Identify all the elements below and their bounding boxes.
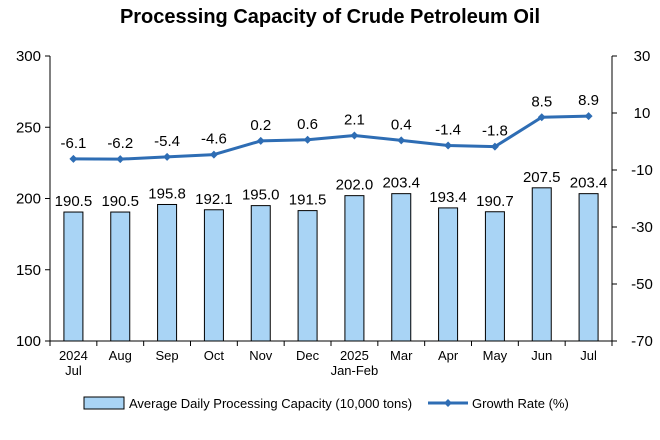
growth-value-label: -4.6 — [201, 131, 227, 148]
bar-value-label: 190.7 — [476, 193, 514, 210]
x-tick-label: Jul — [65, 363, 82, 378]
bar — [344, 195, 365, 342]
bar-value-label: 192.1 — [195, 191, 233, 208]
growth-line — [73, 114, 589, 161]
growth-point — [397, 136, 406, 145]
bar — [157, 203, 178, 342]
growth-value-label: -1.4 — [435, 121, 461, 138]
growth-point — [209, 150, 218, 159]
bar — [391, 193, 412, 342]
x-tick-label: Nov — [249, 348, 273, 363]
growth-value-label: -6.1 — [60, 135, 86, 152]
x-tick-label: 2024 — [59, 348, 88, 363]
x-tick-label: Mar — [390, 348, 413, 363]
x-tick-label: Sep — [156, 348, 179, 363]
growth-point — [69, 154, 78, 163]
growth-value-label: -6.2 — [107, 135, 133, 152]
bar-value-label: 207.5 — [523, 169, 561, 186]
growth-point — [350, 131, 359, 140]
bar — [578, 193, 599, 342]
growth-value-label: 0.2 — [250, 117, 271, 134]
bar-value-label: 190.5 — [101, 193, 139, 210]
x-tick-label: 2025 — [340, 348, 369, 363]
legend-line-label: Growth Rate (%) — [472, 396, 569, 411]
bar — [250, 205, 271, 342]
y-right-tick-label: -10 — [631, 162, 653, 179]
growth-value-label: 8.5 — [531, 93, 552, 110]
growth-value-label: -5.4 — [154, 133, 180, 150]
y-right-tick-label: -30 — [631, 219, 653, 236]
chart-title: Processing Capacity of Crude Petroleum O… — [119, 6, 541, 28]
bar-value-label: 191.5 — [289, 192, 327, 209]
y-right-tick-label: -50 — [631, 276, 653, 293]
growth-value-label: 8.9 — [578, 92, 599, 109]
growth-point — [584, 112, 593, 121]
bar-value-label: 203.4 — [570, 175, 608, 192]
x-tick-label: Oct — [204, 348, 225, 363]
bar — [484, 211, 505, 342]
y-left-tick-label: 300 — [16, 48, 41, 65]
y-left-tick-label: 200 — [16, 191, 41, 208]
growth-value-label: 0.4 — [391, 116, 412, 133]
x-tick-label: Aug — [109, 348, 132, 363]
bar — [63, 211, 84, 342]
growth-point — [444, 141, 453, 150]
growth-value-label: 0.6 — [297, 116, 318, 133]
x-tick-label: May — [483, 348, 508, 363]
y-right-tick-label: -70 — [631, 333, 653, 350]
bar — [110, 211, 131, 342]
bar — [203, 209, 224, 342]
bar-value-label: 195.8 — [148, 185, 186, 202]
growth-point — [116, 155, 125, 164]
bar — [297, 210, 318, 342]
bar-value-label: 190.5 — [55, 193, 93, 210]
growth-value-label: -1.8 — [482, 123, 508, 140]
x-tick-label: Jan-Feb — [331, 363, 379, 378]
y-left-tick-label: 100 — [16, 333, 41, 350]
legend-bar-swatch — [83, 396, 125, 410]
legend-line-marker — [444, 399, 452, 407]
x-tick-label: Apr — [438, 348, 459, 363]
y-right-tick-label: 10 — [634, 105, 651, 122]
growth-point — [163, 152, 172, 161]
growth-point — [537, 113, 546, 122]
y-right-tick-label: 30 — [634, 48, 651, 65]
bar-value-label: 195.0 — [242, 187, 280, 204]
growth-point — [490, 142, 499, 151]
y-left-tick-label: 150 — [16, 262, 41, 279]
growth-point — [256, 136, 265, 145]
bar-value-label: 203.4 — [382, 175, 420, 192]
legend-bar-label: Average Daily Processing Capacity (10,00… — [129, 396, 412, 411]
bar — [438, 207, 459, 342]
growth-value-label: 2.1 — [344, 112, 365, 129]
x-tick-label: Jul — [580, 348, 597, 363]
bar-value-label: 193.4 — [429, 189, 467, 206]
x-tick-label: Dec — [296, 348, 320, 363]
y-left-tick-label: 250 — [16, 119, 41, 136]
bar-value-label: 202.0 — [336, 177, 374, 194]
x-tick-label: Jun — [531, 348, 552, 363]
bar — [531, 187, 552, 342]
growth-point — [303, 135, 312, 144]
